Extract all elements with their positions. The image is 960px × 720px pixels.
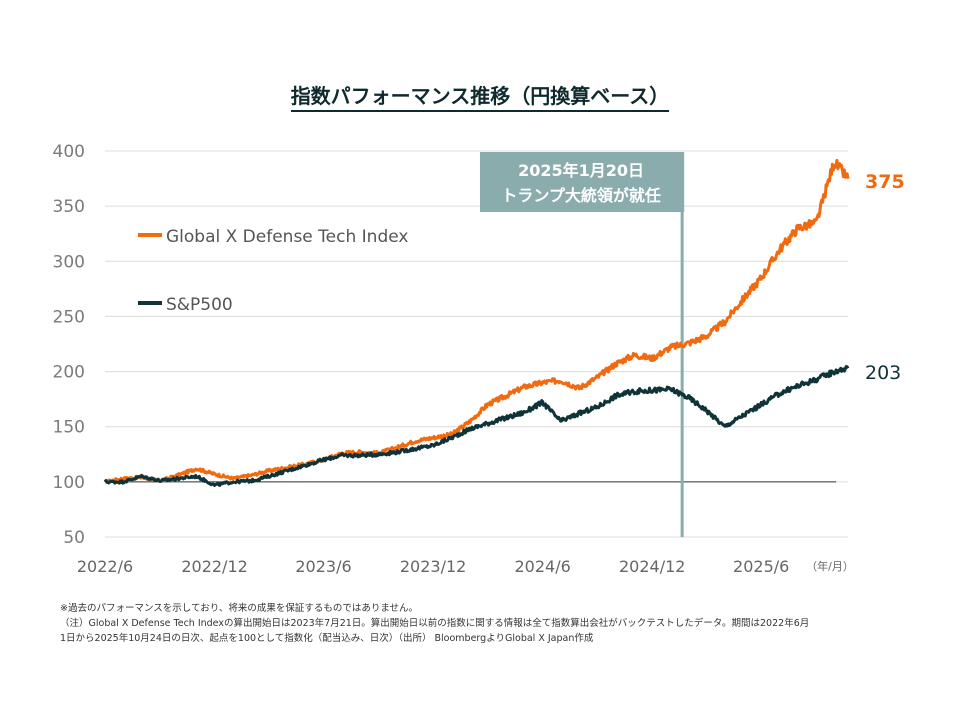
annotation-line2: トランプ大統領が就任 (501, 186, 661, 205)
x-tick-label: 2022/6 (77, 557, 133, 576)
end-value-label: 375 (865, 171, 905, 193)
source-note-2: 1日から2025年10月24日の日次、起点を100として指数化（配当込み、日次）… (60, 633, 594, 644)
y-tick-label: 200 (53, 363, 85, 383)
y-tick-label: 350 (53, 197, 85, 217)
series-line-0 (103, 158, 850, 484)
x-tick-label: 2024/12 (619, 557, 685, 576)
annotation-line1: 2025年1月20日 (518, 161, 644, 180)
y-tick-label: 250 (53, 307, 85, 327)
legend-label: S&P500 (166, 295, 233, 315)
legend-label: Global X Defense Tech Index (166, 227, 408, 247)
y-tick-label: 150 (53, 418, 85, 438)
x-tick-label: 2024/6 (515, 557, 571, 576)
source-note-1: （注）Global X Defense Tech Indexの算出開始日は202… (60, 618, 810, 629)
x-tick-label: 2023/6 (295, 557, 351, 576)
y-tick-label: 50 (63, 528, 85, 548)
annotation-box (480, 152, 685, 212)
y-tick-label: 300 (53, 252, 85, 272)
disclaimer-note: ※過去のパフォーマンスを示しており、将来の成果を保証するものではありません。 (60, 603, 419, 614)
x-axis-unit: （年/月） (806, 559, 854, 573)
y-tick-label: 400 (53, 142, 85, 162)
x-tick-label: 2023/12 (400, 557, 466, 576)
x-tick-label: 2022/12 (181, 557, 247, 576)
y-tick-label: 100 (53, 473, 85, 493)
series-line-1 (103, 365, 850, 487)
end-value-label: 203 (865, 362, 901, 384)
x-tick-label: 2025/6 (733, 557, 789, 576)
chart-title: 指数パフォーマンス推移（円換算ベース） (0, 80, 960, 112)
